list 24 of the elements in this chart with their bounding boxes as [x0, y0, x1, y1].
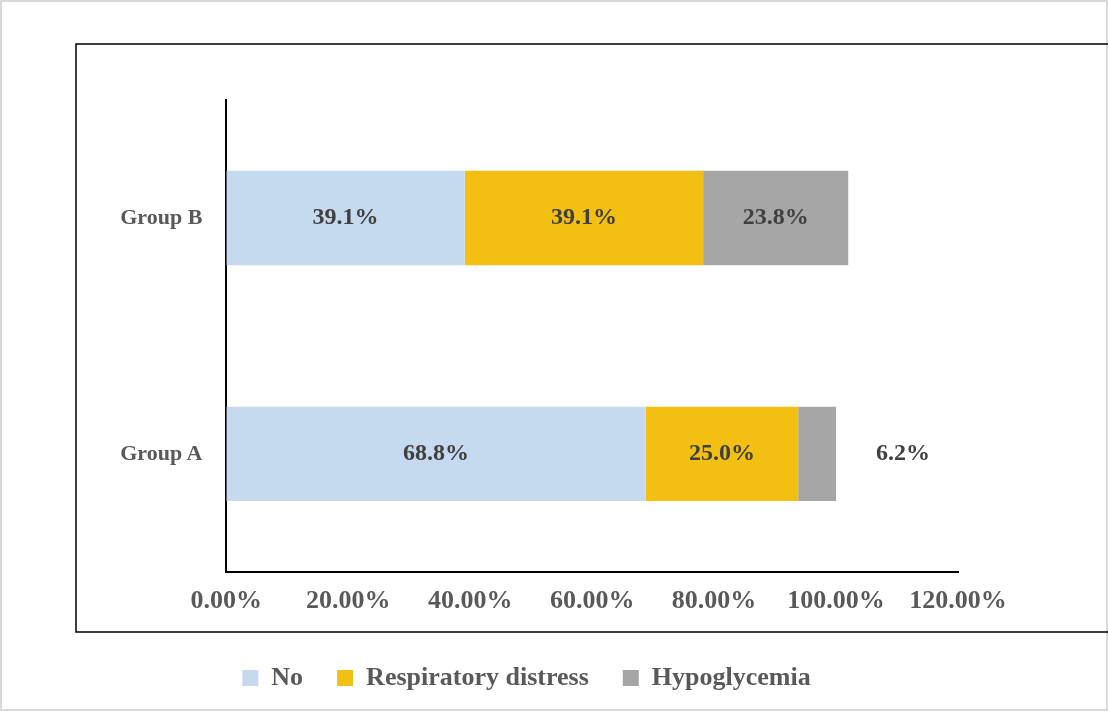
x-tick-label: 0.00% [190, 585, 263, 615]
bar [703, 170, 849, 266]
x-tick-label: 20.00% [306, 585, 391, 615]
x-tick-label: 60.00% [549, 585, 635, 615]
y-tick-label: Group A [120, 439, 203, 465]
x-tick-label: 80.00% [671, 585, 757, 615]
bar [645, 406, 799, 502]
text: 39.1% [550, 203, 617, 230]
bar [798, 406, 837, 502]
legend-label: Respiratory distress [366, 661, 589, 691]
legend-label: No [271, 661, 304, 691]
x-tick-label: 100.00% [787, 585, 885, 615]
bar [464, 170, 704, 266]
text: 39.1% [312, 203, 379, 230]
y-tick-label: Group B [120, 203, 203, 229]
text: 23.8% [742, 203, 809, 230]
text: 68.8% [403, 439, 470, 466]
x-tick-label: 120.00% [909, 585, 1007, 615]
legend-label: Hypoglycemia [651, 661, 811, 691]
text: 6.2% [876, 439, 931, 466]
x-tick-label: 40.00% [427, 585, 513, 615]
bar [226, 170, 465, 266]
bar [226, 406, 646, 502]
text: 25.0% [689, 439, 756, 466]
